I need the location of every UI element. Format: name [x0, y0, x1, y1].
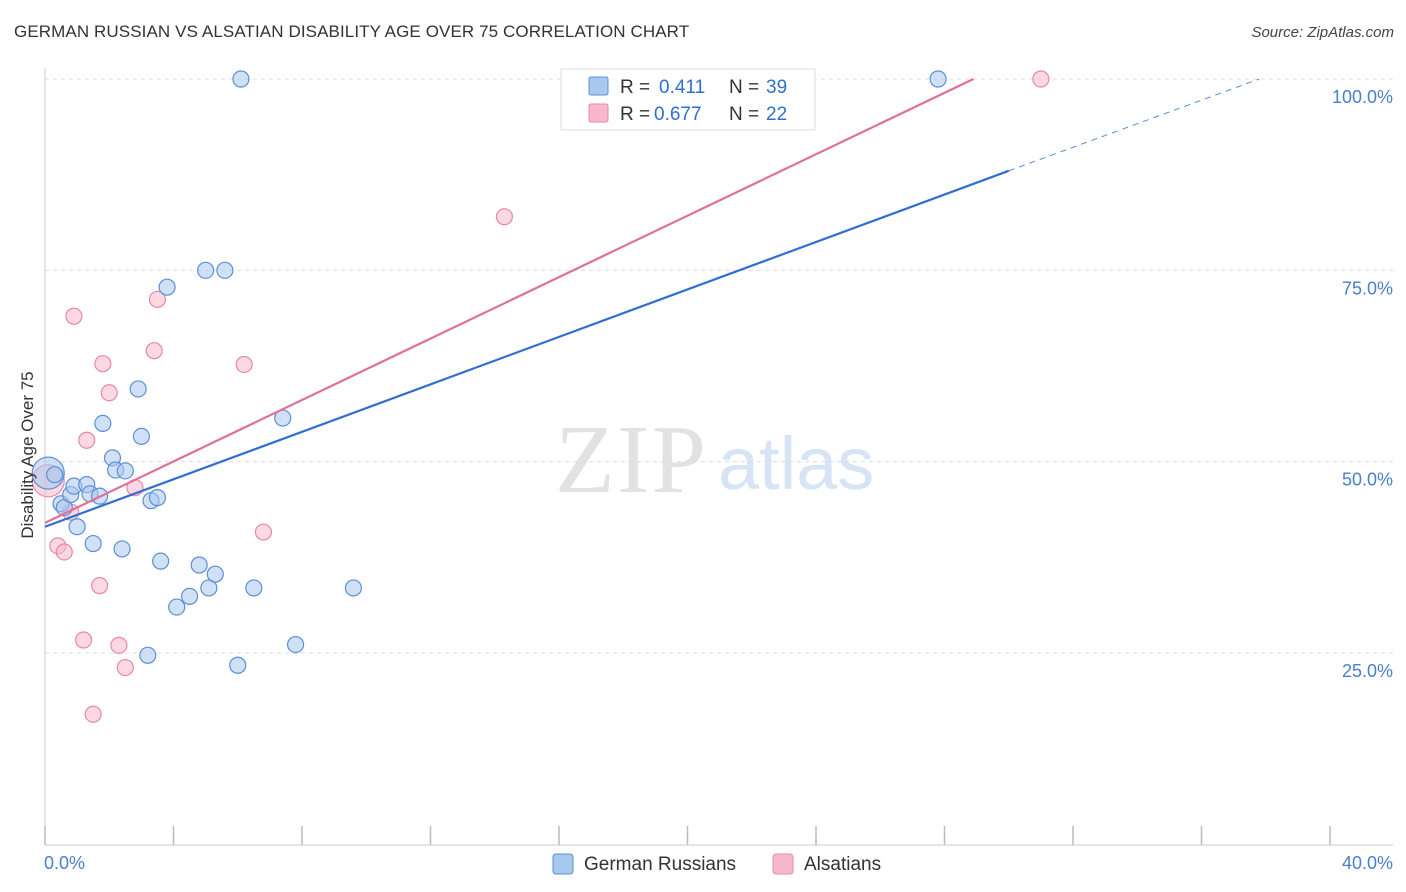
axis-layer: 25.0% 50.0% 75.0% 100.0%	[44, 68, 1393, 846]
data-point	[91, 577, 109, 595]
data-point	[254, 523, 273, 541]
y-axis-label: Disability Age Over 75	[18, 371, 37, 538]
watermark-atlas: atlas	[718, 422, 874, 505]
data-point	[46, 466, 64, 484]
data-point	[55, 543, 73, 561]
data-point	[206, 565, 224, 583]
data-point	[113, 540, 131, 558]
data-point	[74, 631, 93, 649]
x-tick-label-max: 40.0%	[1342, 853, 1393, 873]
bottom-legend-label-german-russians: German Russians	[584, 854, 736, 875]
data-point	[344, 579, 362, 597]
legend-n-value-1: 39	[766, 77, 787, 98]
alsatians-points	[31, 70, 1050, 723]
data-point	[100, 384, 118, 402]
data-point	[495, 208, 513, 226]
data-point	[84, 705, 102, 723]
trend-line-german-russians-extension	[1008, 78, 1260, 172]
y-tick-label: 25.0%	[1342, 661, 1393, 681]
bottom-legend-swatch-pink	[772, 853, 794, 875]
legend-swatch-pink	[588, 103, 609, 123]
legend-r-value-2: 0.677	[654, 104, 702, 125]
data-point	[232, 70, 250, 88]
source-label: Source: ZipAtlas.com	[1251, 24, 1394, 41]
legend-n-label-1: N =	[729, 77, 759, 98]
grid-layer	[45, 78, 1393, 654]
bottom-legend-label-alsatians: Alsatians	[804, 854, 881, 875]
german-russians-points	[31, 70, 947, 674]
data-point	[190, 556, 208, 574]
legend-n-label-2: N =	[729, 104, 759, 125]
data-point	[200, 579, 218, 597]
data-point	[94, 414, 112, 432]
legend-r-value-1: 0.411	[659, 77, 705, 98]
legend-n-value-2: 22	[766, 104, 787, 125]
data-point	[929, 70, 947, 88]
x-tick-label-min: 0.0%	[44, 853, 85, 873]
data-point	[158, 278, 176, 296]
y-tick-label: 100.0%	[1332, 87, 1393, 107]
legend-r-label-2: R =	[620, 104, 650, 125]
data-point	[132, 427, 150, 446]
watermark-zip: ZIP	[555, 406, 708, 514]
y-tick-label: 50.0%	[1342, 470, 1393, 490]
chart-title: GERMAN RUSSIAN VS ALSATIAN DISABILITY AG…	[14, 22, 690, 41]
data-point	[139, 646, 157, 664]
data-point	[78, 431, 96, 449]
legend-swatch-blue	[588, 76, 609, 96]
trend-line-german-russians	[44, 169, 1010, 528]
data-point	[84, 534, 102, 553]
data-point	[68, 518, 86, 536]
data-point	[245, 579, 263, 597]
data-point	[216, 261, 234, 279]
data-point	[129, 380, 147, 398]
bottom-legend-swatch-blue	[552, 853, 574, 875]
data-point	[116, 658, 134, 677]
data-point	[145, 342, 163, 360]
data-point	[180, 587, 199, 605]
data-point	[148, 489, 167, 507]
top-legend: R = 0.411 N = 39 R = 0.677 N = 22	[560, 68, 816, 131]
data-point	[116, 462, 134, 480]
bottom-legend: German Russians Alsatians	[552, 853, 881, 875]
legend-r-label-1: R =	[620, 77, 650, 98]
data-point	[65, 307, 83, 325]
data-point	[229, 656, 247, 674]
data-point	[286, 635, 305, 654]
y-tick-label: 75.0%	[1342, 278, 1393, 298]
data-point	[1032, 70, 1050, 88]
data-point	[110, 636, 128, 654]
trend-layer	[44, 78, 1260, 528]
data-point	[235, 355, 253, 374]
data-point	[148, 290, 167, 309]
data-point	[197, 261, 215, 279]
data-point	[168, 598, 186, 616]
trend-line-alsatians	[44, 78, 974, 524]
data-point	[152, 552, 170, 570]
data-point	[94, 355, 112, 373]
